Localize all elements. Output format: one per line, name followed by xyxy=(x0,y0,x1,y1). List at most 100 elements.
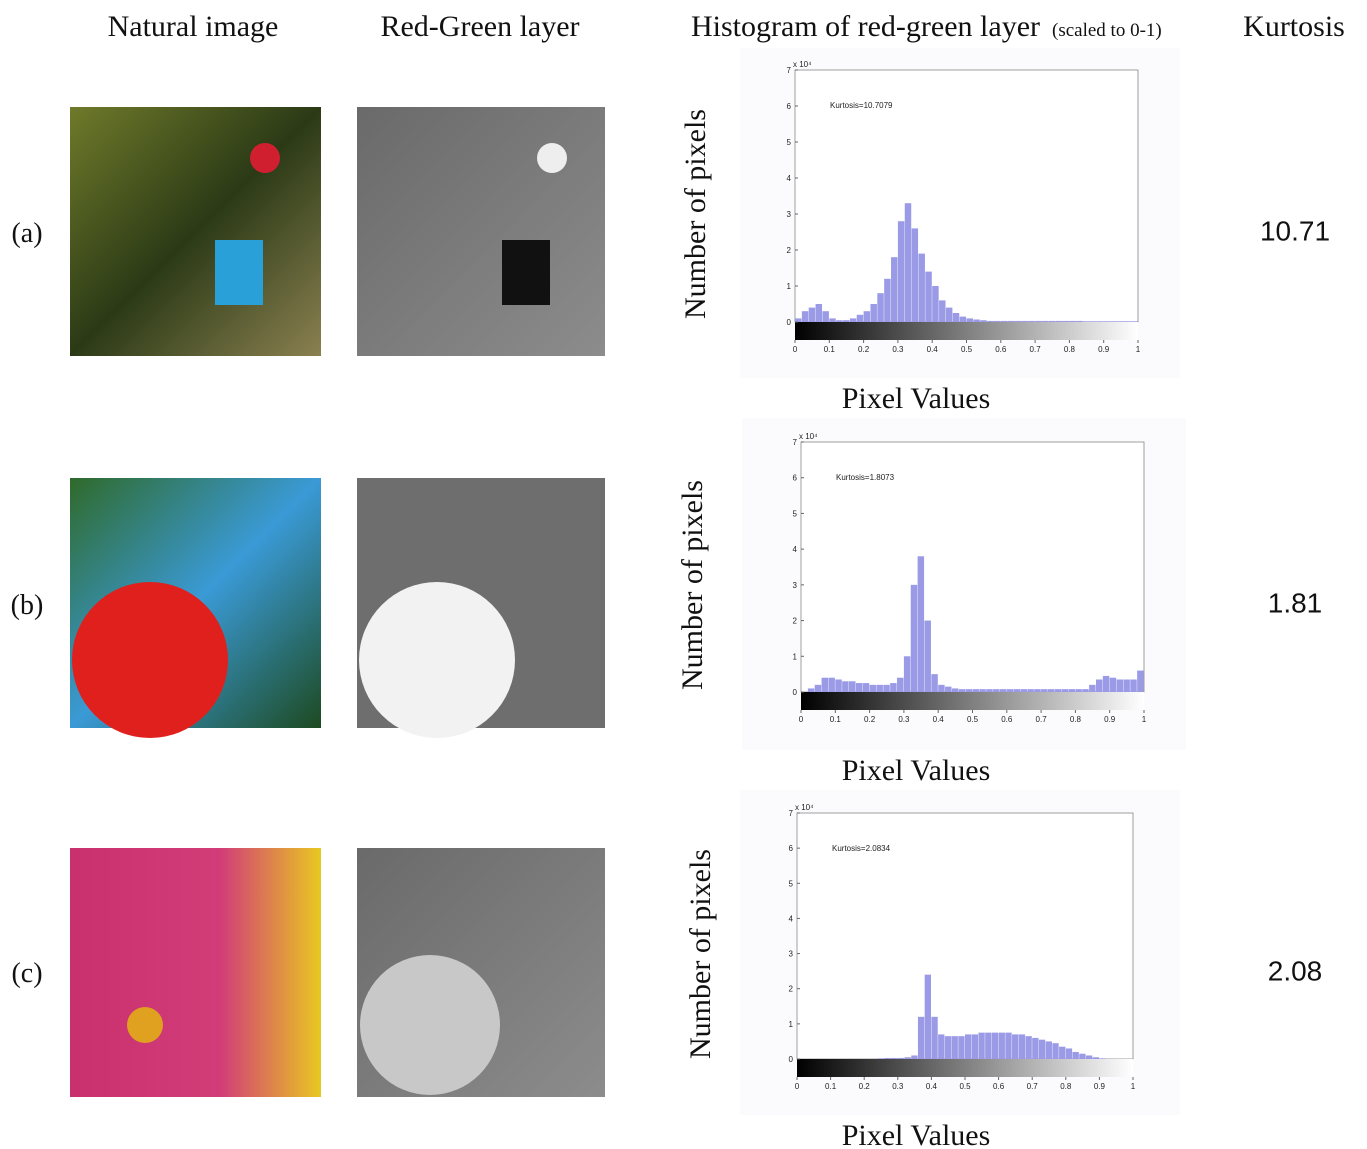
x-tick-label: 0.8 xyxy=(1064,345,1076,354)
x-tick-label: 0.2 xyxy=(858,345,870,354)
column-header: Red-Green layer xyxy=(380,10,579,43)
x-tick-label: 0.4 xyxy=(933,715,945,724)
bar xyxy=(1007,689,1013,692)
x-tick-label: 0.8 xyxy=(1060,1082,1072,1091)
bar xyxy=(815,685,821,692)
kurtosis-value: 1.81 xyxy=(1268,587,1323,618)
bag xyxy=(215,240,263,305)
bar xyxy=(905,1057,911,1059)
x-tick-label: 0.7 xyxy=(1036,715,1048,724)
bar xyxy=(1069,321,1075,322)
bar xyxy=(911,1055,917,1059)
bar xyxy=(1039,1040,1045,1059)
bar xyxy=(1117,321,1123,322)
bar xyxy=(994,321,1000,322)
x-tick-label: 1 xyxy=(1131,1082,1136,1091)
bar xyxy=(1019,1034,1025,1059)
y-tick-label: 0 xyxy=(789,1055,794,1064)
bar xyxy=(850,318,856,322)
bar xyxy=(945,1036,951,1059)
bar xyxy=(986,689,992,692)
flower-center xyxy=(127,1007,163,1043)
figure: Natural image Red-Green layer Histogram … xyxy=(0,0,1367,1149)
natural-image xyxy=(70,848,321,1097)
bar xyxy=(912,228,918,322)
y-tick-label: 7 xyxy=(793,438,798,447)
bar xyxy=(849,681,855,692)
bar xyxy=(1083,321,1089,322)
layer-image xyxy=(357,107,605,356)
bar xyxy=(822,678,828,692)
bar xyxy=(952,1036,958,1059)
x-tick-label: 0.4 xyxy=(926,1082,938,1091)
x-tick-label: 0.1 xyxy=(825,1082,837,1091)
bar xyxy=(1097,321,1103,322)
bar xyxy=(946,308,952,322)
y-tick-label: 4 xyxy=(789,914,794,923)
bar xyxy=(842,681,848,692)
y-multiplier: x 10⁴ xyxy=(799,432,818,441)
bar xyxy=(870,685,876,692)
bar xyxy=(835,680,841,693)
hat xyxy=(250,143,280,173)
x-tick-label: 0.9 xyxy=(1104,715,1116,724)
bar xyxy=(980,320,986,322)
hat-layer xyxy=(537,143,567,173)
x-tick-label: 0.9 xyxy=(1098,345,1110,354)
y-tick-label: 5 xyxy=(787,138,792,147)
bar xyxy=(911,585,917,692)
bar xyxy=(816,304,822,322)
row-label: (c) xyxy=(11,958,42,989)
bar xyxy=(898,1058,904,1059)
bar xyxy=(1063,321,1069,322)
colorbar xyxy=(795,322,1138,340)
bar xyxy=(1001,321,1007,322)
bar xyxy=(1000,689,1006,692)
bar xyxy=(856,683,862,692)
natural-image xyxy=(70,107,321,356)
y-axis-label: Number of pixels xyxy=(684,849,717,1059)
y-tick-label: 3 xyxy=(787,210,792,219)
bar xyxy=(1073,1052,1079,1059)
bar xyxy=(1025,1036,1031,1059)
x-tick-label: 0 xyxy=(799,715,804,724)
x-tick-label: 0.7 xyxy=(1030,345,1042,354)
bar xyxy=(1032,1038,1038,1059)
column-header: Kurtosis xyxy=(1243,10,1345,43)
white-flower xyxy=(359,582,515,738)
bar xyxy=(1014,689,1020,692)
bar xyxy=(939,300,945,322)
x-tick-label: 0.9 xyxy=(1094,1082,1106,1091)
bar xyxy=(1008,321,1014,322)
x-tick-label: 0.5 xyxy=(961,345,973,354)
bar xyxy=(890,683,896,692)
bar xyxy=(1069,689,1075,692)
bar xyxy=(884,279,890,322)
bar xyxy=(1041,689,1047,692)
bar xyxy=(965,1034,971,1059)
y-tick-label: 7 xyxy=(789,809,794,818)
y-tick-label: 5 xyxy=(793,509,798,518)
x-tick-label: 0.8 xyxy=(1070,715,1082,724)
bar xyxy=(938,685,944,692)
bar xyxy=(883,685,889,692)
y-tick-label: 6 xyxy=(787,102,792,111)
bar xyxy=(931,1017,937,1059)
colorbar xyxy=(797,1059,1133,1077)
y-multiplier: x 10⁴ xyxy=(795,803,814,812)
bar xyxy=(1062,689,1068,692)
y-axis-label: Number of pixels xyxy=(676,480,709,690)
bar xyxy=(953,313,959,322)
x-axis-label: Pixel Values xyxy=(842,1119,991,1149)
x-tick-label: 0.6 xyxy=(1001,715,1013,724)
x-axis-label: Pixel Values xyxy=(842,754,991,787)
bar xyxy=(1059,1047,1065,1059)
bar xyxy=(795,318,801,322)
bar xyxy=(884,1058,890,1059)
row-label: (a) xyxy=(11,218,42,249)
x-tick-label: 0 xyxy=(793,345,798,354)
bar xyxy=(1005,1033,1011,1059)
bar xyxy=(1075,689,1081,692)
bar xyxy=(985,1033,991,1059)
bar xyxy=(1021,321,1027,322)
